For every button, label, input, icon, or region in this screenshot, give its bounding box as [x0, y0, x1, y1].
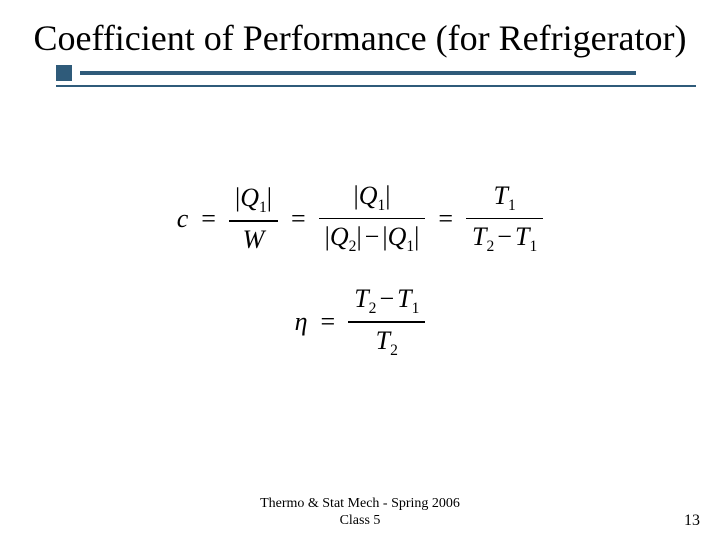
footer-line-1: Thermo & Stat Mech - Spring 2006 — [0, 496, 720, 513]
bullet-square-icon — [56, 65, 72, 81]
eq1-frac3: T1 T2−T1 — [466, 180, 543, 257]
title-underline-secondary — [56, 85, 696, 87]
eq2-frac: T2−T1 T2 — [348, 283, 425, 360]
eq1-frac2: |Q1| |Q2|−|Q1| — [319, 180, 426, 257]
title-area: Coefficient of Performance (for Refriger… — [0, 0, 720, 87]
eq1-frac1: |Q1| W — [229, 182, 278, 255]
equals-sign: = — [288, 204, 309, 234]
equation-efficiency: η = T2−T1 T2 — [295, 283, 426, 360]
equation-block: c = |Q1| W = |Q1| |Q2|−|Q1| = T1 T2−T1 η… — [0, 180, 720, 361]
equals-sign: = — [198, 204, 219, 234]
title-underline-primary — [0, 65, 720, 81]
equation-cop: c = |Q1| W = |Q1| |Q2|−|Q1| = T1 T2−T1 — [177, 180, 543, 257]
thick-rule — [80, 71, 636, 75]
page-number: 13 — [684, 512, 700, 530]
footer-line-2: Class 5 — [0, 513, 720, 530]
slide-title: Coefficient of Performance (for Refriger… — [0, 18, 720, 59]
slide-footer: Thermo & Stat Mech - Spring 2006 Class 5 — [0, 496, 720, 530]
eq1-lhs: c — [177, 204, 189, 234]
eq2-lhs: η — [295, 307, 308, 337]
equals-sign: = — [435, 204, 456, 234]
equals-sign: = — [318, 307, 339, 337]
